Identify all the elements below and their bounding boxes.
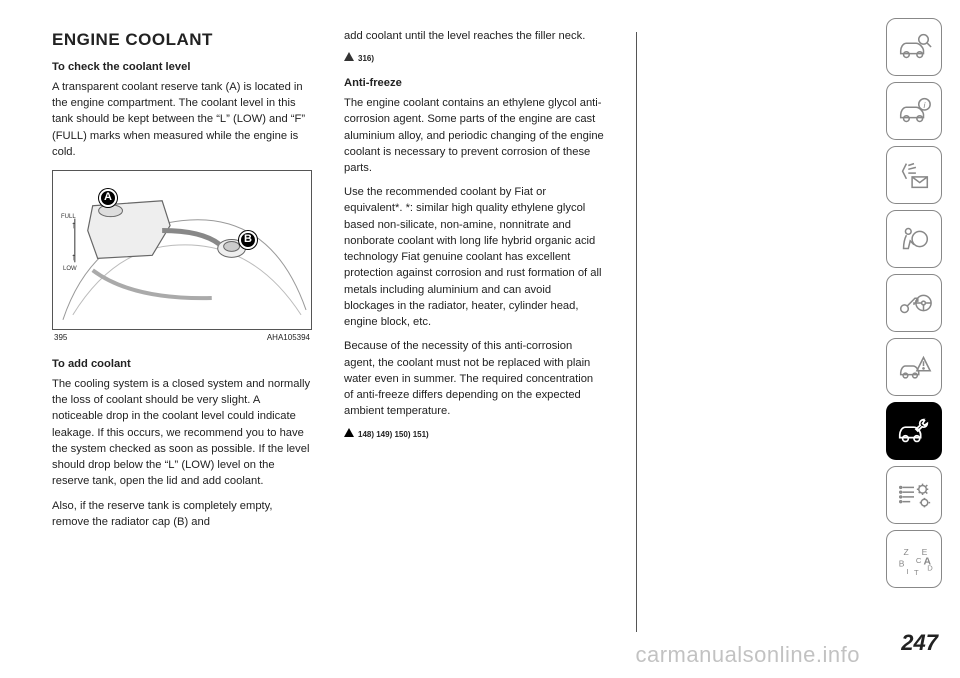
subheading-check-level: To check the coolant level: [52, 59, 312, 75]
section-index-sidebar: i: [886, 18, 942, 588]
svg-text:D: D: [927, 563, 933, 572]
manual-page: ENGINE COOLANT To check the coolant leve…: [0, 0, 960, 678]
engine-figure: FULL ↑ ↑ LOW A B: [52, 170, 312, 330]
column-divider: [636, 32, 637, 632]
subheading-antifreeze: Anti-freeze: [344, 75, 604, 91]
lights-mail-icon[interactable]: [886, 146, 942, 204]
paragraph: The engine coolant contains an ethylene …: [344, 95, 604, 176]
car-search-icon[interactable]: [886, 18, 942, 76]
figure-caption: 395 AHA105394: [52, 332, 312, 344]
paragraph: add coolant until the level reaches the …: [344, 28, 604, 44]
page-number: 247: [901, 630, 938, 656]
airbag-icon[interactable]: [886, 210, 942, 268]
svg-text:C: C: [916, 556, 922, 565]
car-wrench-icon[interactable]: [886, 402, 942, 460]
svg-text:B: B: [899, 559, 905, 569]
watermark: carmanualsonline.info: [635, 642, 860, 668]
warning-triangle-icon[interactable]: [886, 338, 942, 396]
paragraph: Use the recommended coolant by Fiat or e…: [344, 184, 604, 330]
paragraph: A transparent coolant reserve tank (A) i…: [52, 79, 312, 160]
caution-note: 148) 149) 150) 151): [344, 428, 604, 441]
marker-a: A: [99, 189, 117, 207]
svg-text:T: T: [914, 568, 919, 577]
marker-b: B: [239, 231, 257, 249]
text-columns: ENGINE COOLANT To check the coolant leve…: [0, 0, 637, 678]
arrow-full: ↑: [71, 219, 76, 234]
figure-number: 395: [54, 332, 67, 344]
car-info-icon[interactable]: i: [886, 82, 942, 140]
key-steering-icon[interactable]: [886, 274, 942, 332]
paragraph: Also, if the reserve tank is completely …: [52, 498, 312, 530]
svg-text:E: E: [922, 547, 928, 557]
warning-note: 316): [344, 52, 604, 65]
alpha-index-icon[interactable]: Z E B A C D I T: [886, 530, 942, 588]
svg-text:i: i: [923, 100, 926, 110]
arrow-low: ↑: [71, 251, 76, 266]
paragraph: The cooling system is a closed system an…: [52, 376, 312, 490]
engine-diagram-svg: [53, 171, 311, 330]
subheading-add-coolant: To add coolant: [52, 356, 312, 372]
column-1: ENGINE COOLANT To check the coolant leve…: [52, 28, 312, 678]
column-2: add coolant until the level reaches the …: [344, 28, 604, 678]
section-heading: ENGINE COOLANT: [52, 28, 312, 53]
warning-triangle-icon: [344, 52, 354, 61]
figure-code: AHA105394: [267, 332, 310, 344]
caution-triangle-icon: [344, 428, 354, 437]
svg-text:I: I: [906, 567, 908, 576]
label-low: LOW: [63, 265, 77, 274]
list-gear-icon[interactable]: [886, 466, 942, 524]
svg-text:Z: Z: [904, 547, 909, 557]
paragraph: Because of the necessity of this anti-co…: [344, 338, 604, 419]
